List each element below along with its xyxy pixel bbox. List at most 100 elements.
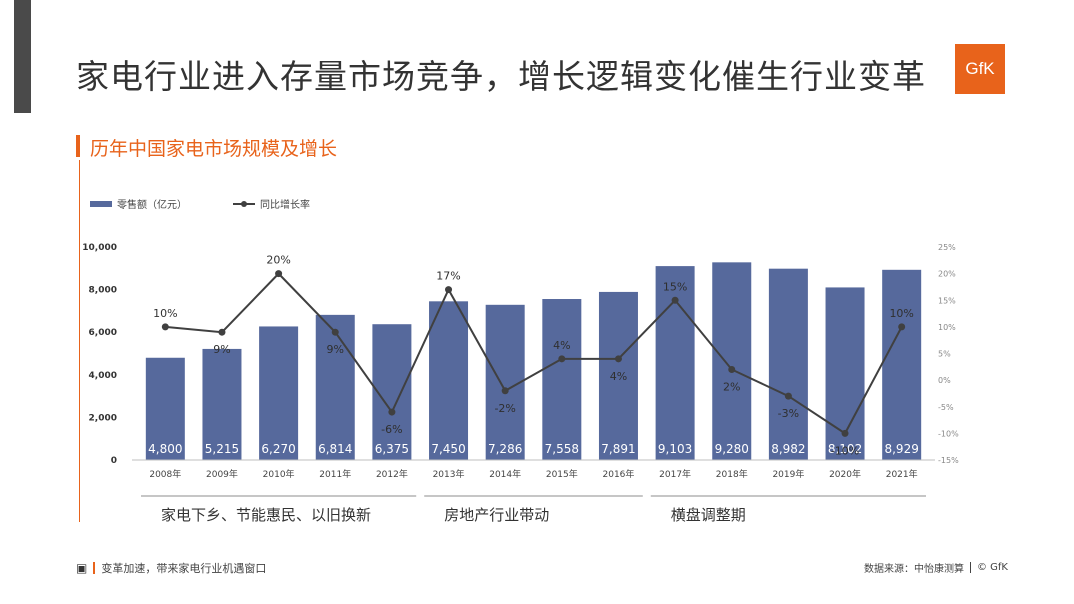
market-size-chart: 零售额（亿元） 同比增长率 0 2,000 4,000 6,000 8,000 10,000 -…	[82, 198, 959, 524]
bar-value-label: 8,929	[884, 442, 918, 456]
x-tick-label: 2018年	[716, 468, 748, 480]
x-tick-label: 2014年	[489, 468, 521, 480]
bar	[712, 262, 752, 460]
footer-separator	[93, 562, 96, 574]
section-title: 历年中国家电市场规模及增长	[90, 138, 338, 160]
growth-rate-label: -6%	[381, 423, 402, 436]
footer-left: ▣ 变革加速，带来家电行业机遇窗口	[76, 560, 266, 576]
x-tick-label: 2009年	[206, 468, 238, 480]
bar-value-label: 7,558	[545, 442, 579, 456]
y-left-tick-label: 6,000	[89, 328, 117, 338]
x-tick-label: 2020年	[829, 468, 861, 480]
bar	[145, 357, 185, 460]
footer-right: 数据来源：中怡康测算 © GfK	[864, 560, 1008, 575]
growth-point	[784, 392, 792, 400]
bar	[655, 266, 695, 460]
x-tick-label: 2010年	[263, 468, 295, 480]
growth-point	[445, 286, 453, 294]
growth-rate-label: 9%	[213, 343, 230, 356]
section-accent-mark	[76, 135, 80, 157]
growth-point	[841, 429, 849, 437]
y-left-tick-label: 2,000	[89, 413, 117, 423]
growth-rate-label: 10%	[153, 307, 177, 320]
bookmark-icon: ▣	[76, 561, 88, 575]
x-tick-label: 2015年	[546, 468, 578, 480]
bar-value-label: 7,891	[601, 442, 635, 456]
bar-value-label: 5,215	[205, 442, 239, 456]
bar-value-label: 8,982	[771, 442, 805, 456]
growth-point	[728, 365, 736, 373]
growth-point	[388, 408, 396, 416]
growth-point	[275, 270, 283, 278]
legend-line-marker	[241, 201, 247, 207]
bar	[882, 269, 922, 460]
growth-point	[331, 328, 339, 336]
bar-value-label: 6,375	[375, 442, 409, 456]
x-tick-label: 2012年	[376, 468, 408, 480]
y-right-tick-label: -5%	[938, 403, 954, 412]
left-accent-bar	[14, 0, 31, 113]
bar-value-label: 7,286	[488, 442, 522, 456]
y-right-tick-label: 20%	[938, 270, 956, 279]
bar	[429, 301, 469, 460]
legend-bar-label: 零售额（亿元）	[117, 198, 187, 211]
growth-point	[161, 323, 169, 331]
y-right-tick-label: 5%	[938, 350, 951, 359]
x-tick-label: 2017年	[659, 468, 691, 480]
bar-value-label: 6,270	[261, 442, 295, 456]
y-left-tick-label: 10,000	[82, 243, 117, 253]
y-right-tick-label: 25%	[938, 243, 956, 252]
legend-line-label: 同比增长率	[260, 198, 310, 211]
growth-rate-label: -2%	[494, 402, 515, 415]
period-label: 家电下乡、节能惠民、以旧换新	[161, 506, 371, 524]
growth-rate-label: 4%	[610, 370, 627, 383]
bar-value-label: 4,800	[148, 442, 182, 456]
growth-rate-label: 4%	[553, 339, 570, 352]
growth-point	[614, 355, 622, 363]
growth-point	[558, 355, 566, 363]
footer-copyright: © GfK	[976, 562, 1008, 573]
y-right-tick-label: -15%	[938, 456, 959, 465]
footer-source: 数据来源：中怡康测算	[863, 564, 964, 575]
growth-rate-label: 17%	[436, 270, 460, 283]
x-tick-label: 2011年	[319, 468, 351, 480]
growth-rate-label: 15%	[663, 280, 687, 293]
bar-value-label: 8,102	[828, 442, 862, 456]
growth-rate-label: 10%	[889, 307, 913, 320]
x-tick-label: 2016年	[603, 468, 635, 480]
y-left-tick-label: 4,000	[89, 371, 117, 381]
x-tick-label: 2013年	[433, 468, 465, 480]
y-left-tick-label: 8,000	[89, 286, 117, 296]
bar-value-label: 9,280	[715, 442, 749, 456]
bar	[598, 291, 638, 460]
bar-value-label: 7,450	[431, 442, 465, 456]
growth-rate-label: -3%	[778, 407, 799, 420]
growth-rate-label: 9%	[327, 343, 344, 356]
y-right-tick-label: -10%	[938, 429, 959, 438]
growth-rate-label: -10%	[831, 444, 859, 457]
period-label: 横盘调整期	[671, 506, 746, 524]
y-right-tick-label: 0%	[938, 376, 951, 385]
bar	[259, 326, 299, 460]
x-tick-label: 2021年	[886, 468, 918, 480]
bar-value-label: 6,814	[318, 442, 352, 456]
y-right-tick-label: 15%	[938, 296, 956, 305]
growth-rate-line	[165, 272, 903, 435]
bar-value-label: 9,103	[658, 442, 692, 456]
y-left-tick-label: 0	[111, 456, 117, 466]
x-tick-label: 2019年	[772, 468, 804, 480]
growth-point	[218, 328, 226, 336]
bar	[202, 348, 242, 460]
bar	[315, 314, 355, 460]
page-title: 家电行业进入存量市场竞争，增长逻辑变化催生行业变革	[76, 57, 926, 96]
footer-divider	[969, 562, 971, 573]
growth-point	[898, 323, 906, 331]
footer-caption: 变革加速，带来家电行业机遇窗口	[101, 562, 267, 575]
legend-bar-swatch	[90, 201, 112, 207]
growth-rate-label: 20%	[266, 254, 290, 267]
gfk-logo: GfK	[955, 44, 1005, 94]
bar	[542, 299, 582, 460]
bar	[768, 268, 808, 460]
growth-point	[671, 296, 679, 304]
period-label: 房地产行业带动	[444, 506, 549, 524]
